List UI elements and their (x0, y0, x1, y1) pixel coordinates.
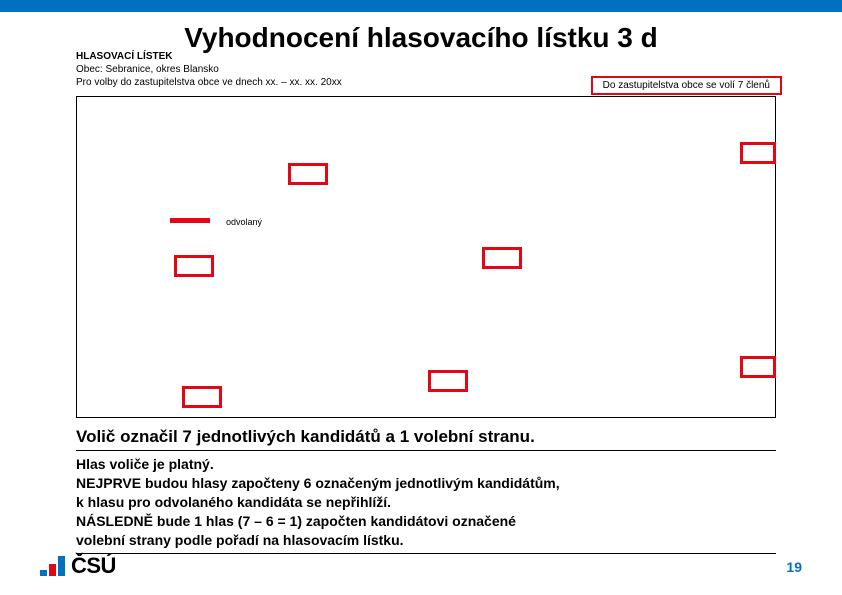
logo-text: ČSÚ (71, 553, 116, 579)
explain-line-3: k hlasu pro odvolaného kandidáta se nepř… (76, 493, 776, 512)
member-count-box: Do zastupitelstva obce se volí 7 členů (591, 76, 782, 95)
mark-box-2 (740, 142, 776, 164)
strike-mark (170, 218, 210, 223)
explain-line-2: NEJPRVE budou hlasy započteny 6 označený… (76, 474, 776, 493)
logo-bars-icon (40, 556, 65, 576)
summary-line: Volič označil 7 jednotlivých kandidátů a… (76, 427, 535, 447)
top-accent-bar (0, 0, 842, 12)
page-number: 19 (786, 559, 802, 575)
explain-line-1: Hlas voliče je platný. (76, 455, 776, 474)
explain-line-4: NÁSLEDNĚ bude 1 hlas (7 – 6 = 1) započte… (76, 512, 776, 531)
mark-box-3 (174, 255, 214, 277)
ballot-header: HLASOVACÍ LÍSTEK Obec: Sebranice, okres … (76, 50, 342, 89)
explanation-block: Hlas voliče je platný. NEJPRVE budou hla… (76, 450, 776, 554)
mark-box-7 (428, 370, 468, 392)
ballot-header-line1: HLASOVACÍ LÍSTEK (76, 50, 342, 63)
odvolany-label: odvolaný (226, 217, 262, 227)
csu-logo: ČSÚ (40, 553, 116, 579)
mark-box-1 (288, 163, 328, 185)
ballot-header-line2: Obec: Sebranice, okres Blansko (76, 63, 342, 76)
mark-box-6 (182, 386, 222, 408)
mark-box-4 (482, 247, 522, 269)
ballot-header-line3: Pro volby do zastupitelstva obce ve dnec… (76, 76, 342, 89)
mark-box-5 (740, 356, 776, 378)
explain-line-5: volební strany podle pořadí na hlasovací… (76, 531, 776, 550)
